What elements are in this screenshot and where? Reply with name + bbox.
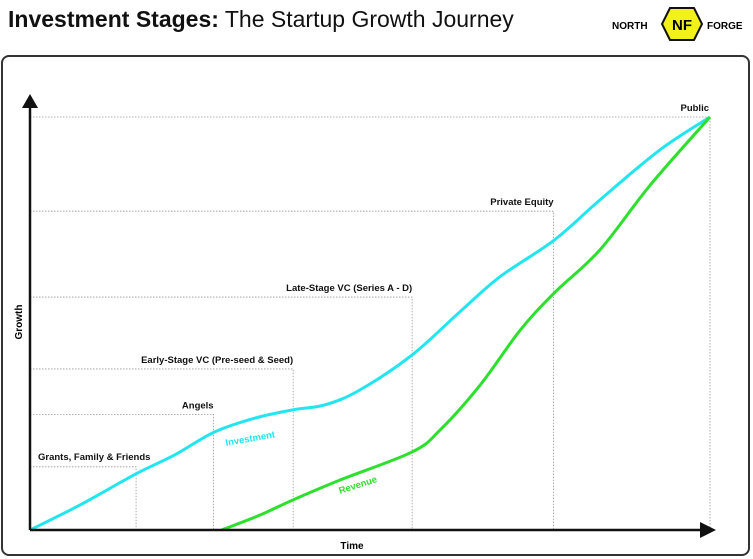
y-axis-label: Growth xyxy=(14,305,25,340)
stage-label: Public xyxy=(680,103,709,114)
stage-label: Late-Stage VC (Series A - D) xyxy=(286,283,412,294)
logo-right-text: FORGE xyxy=(707,21,743,32)
y-axis-arrow-icon xyxy=(22,94,38,108)
stage-guide xyxy=(30,210,554,530)
chart-frame xyxy=(1,55,750,556)
logo-left-text: NORTH xyxy=(612,21,648,32)
logo-mark: NF xyxy=(672,17,692,34)
page-title: Investment Stages: The Startup Growth Jo… xyxy=(8,6,514,33)
stage-label: Early-Stage VC (Pre-seed & Seed) xyxy=(141,355,293,366)
stage-guide xyxy=(30,116,711,530)
stage-guide xyxy=(30,368,294,530)
stage-guide xyxy=(30,466,137,530)
series-label: Investment xyxy=(225,429,277,449)
x-axis-label: Time xyxy=(340,541,364,552)
series-line-investment xyxy=(29,115,711,532)
stage-guide xyxy=(30,296,413,530)
stage-label: Angels xyxy=(182,400,214,411)
stage-label: Grants, Family & Friends xyxy=(38,452,150,463)
title-rest: The Startup Growth Journey xyxy=(218,6,514,32)
x-axis-arrow-icon xyxy=(700,522,716,538)
north-forge-logo: NORTH NF FORGE xyxy=(612,7,743,41)
series-line-revenue xyxy=(221,116,712,532)
stage-label: Private Equity xyxy=(490,197,554,208)
stage-guide xyxy=(30,413,215,530)
title-bold: Investment Stages: xyxy=(8,6,219,32)
